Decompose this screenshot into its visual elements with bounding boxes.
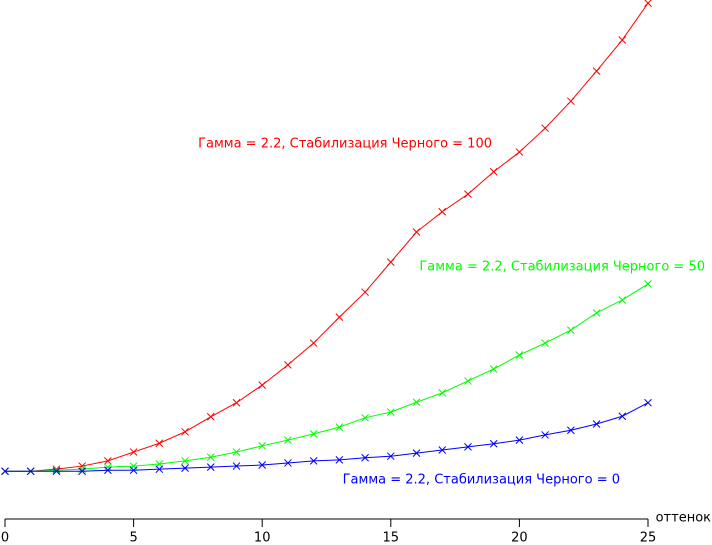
- x-axis-label: оттенок: [656, 511, 712, 526]
- point-marker: [566, 326, 575, 334]
- series-label: Гамма = 2.2, Стабилизация Черного = 0: [343, 473, 620, 488]
- point-marker: [155, 465, 164, 474]
- point-marker: [232, 462, 241, 470]
- series-label: Гамма = 2.2, Стабилизация Черного = 50: [419, 260, 705, 275]
- point-marker: [438, 207, 447, 216]
- point-marker: [26, 467, 35, 476]
- point-marker: [335, 423, 344, 431]
- point-marker: [206, 453, 215, 462]
- point-marker: [489, 439, 498, 448]
- point-marker: [155, 439, 164, 448]
- point-marker: [438, 446, 447, 454]
- point-marker: [361, 453, 369, 462]
- point-marker: [412, 449, 421, 457]
- point-marker: [258, 441, 267, 450]
- point-marker: [644, 0, 652, 7]
- point-marker: [515, 148, 524, 156]
- point-marker: [541, 124, 549, 133]
- point-marker: [515, 436, 524, 444]
- x-tick-label: 25: [640, 531, 657, 545]
- point-marker: [618, 36, 627, 44]
- point-marker: [232, 448, 241, 456]
- point-marker: [206, 463, 215, 471]
- point-marker: [541, 431, 549, 439]
- x-tick-label: 5: [129, 531, 137, 545]
- series-line: [5, 402, 649, 472]
- point-marker: [592, 420, 601, 428]
- point-marker: [592, 67, 601, 75]
- point-marker: [52, 466, 61, 475]
- point-marker: [464, 377, 472, 385]
- point-marker: [386, 452, 395, 461]
- point-marker: [412, 398, 421, 407]
- point-marker: [489, 365, 498, 373]
- point-marker: [464, 443, 472, 451]
- point-marker: [309, 339, 318, 347]
- point-marker: [361, 413, 369, 422]
- point-marker: [129, 466, 138, 475]
- point-marker: [644, 398, 652, 407]
- point-marker: [284, 459, 292, 467]
- point-marker: [181, 457, 189, 465]
- x-tick-label: 15: [383, 531, 400, 545]
- point-marker: [284, 361, 292, 369]
- point-marker: [181, 464, 189, 472]
- point-marker: [206, 412, 215, 421]
- x-tick-label: 10: [254, 531, 271, 545]
- point-marker: [515, 351, 524, 359]
- point-marker: [644, 280, 652, 288]
- point-marker: [592, 309, 601, 317]
- point-marker: [258, 461, 267, 469]
- point-marker: [104, 466, 112, 475]
- point-marker: [181, 427, 189, 436]
- point-marker: [438, 389, 447, 397]
- point-marker: [412, 228, 421, 236]
- point-marker: [566, 97, 575, 106]
- point-marker: [361, 288, 369, 297]
- point-marker: [309, 430, 318, 438]
- point-marker: [232, 398, 241, 407]
- point-marker: [489, 167, 498, 176]
- point-marker: [386, 258, 395, 266]
- point-marker: [104, 463, 112, 471]
- point-marker: [1, 467, 9, 476]
- point-marker: [541, 339, 549, 347]
- series-line: [5, 2, 649, 472]
- point-marker: [335, 455, 344, 464]
- point-marker: [335, 313, 344, 321]
- point-marker: [104, 457, 112, 465]
- point-marker: [258, 381, 267, 389]
- point-marker: [618, 296, 627, 304]
- point-marker: [618, 412, 627, 421]
- point-marker: [386, 408, 395, 416]
- x-tick-label: 20: [511, 531, 528, 545]
- point-marker: [309, 457, 318, 465]
- x-tick-label: 0: [1, 531, 9, 545]
- series-line: [5, 283, 649, 472]
- point-marker: [52, 467, 61, 476]
- point-marker: [284, 436, 292, 444]
- point-marker: [464, 190, 472, 198]
- point-marker: [78, 467, 87, 476]
- point-marker: [129, 448, 138, 456]
- point-marker: [566, 426, 575, 435]
- series-label: Гамма = 2.2, Стабилизация Черного = 100: [198, 137, 492, 152]
